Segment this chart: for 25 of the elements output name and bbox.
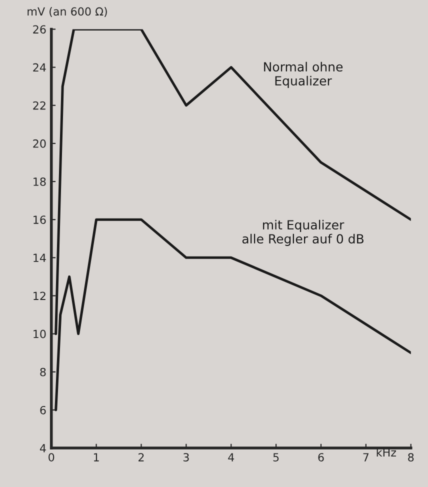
y-tick-label: 8	[40, 368, 46, 376]
series-label: mit Equalizer alle Regler auf 0 dB	[242, 220, 364, 246]
x-axis-title: kHz	[376, 448, 396, 456]
y-tick-label: 18	[34, 177, 46, 186]
y-tick-label: 20	[33, 139, 46, 148]
x-tick-label: 6	[318, 453, 324, 462]
y-tick-label: 24	[33, 63, 46, 72]
y-tick-label: 12	[34, 292, 46, 300]
series-label: Normal ohne Equalizer	[264, 62, 343, 88]
x-tick-label: 7	[363, 453, 369, 462]
x-tick-label: 0	[48, 453, 54, 462]
x-tick-label: 5	[273, 453, 279, 462]
y-tick-label: 6	[40, 406, 46, 414]
y-tick-label: 4	[40, 444, 46, 452]
y-axis-title: mV (an 600 Ω)	[28, 7, 107, 17]
y-tick-label: 22	[33, 101, 46, 110]
y-tick-label: 16	[34, 216, 46, 224]
x-tick-label: 1	[94, 453, 99, 462]
x-tick-label: 3	[183, 453, 189, 462]
x-tick-label: 8	[408, 453, 414, 462]
y-tick-label: 26	[33, 25, 46, 34]
x-tick-label: 2	[138, 453, 144, 462]
y-tick-label: 10	[34, 330, 46, 338]
x-tick-label: 4	[228, 453, 234, 462]
y-tick-label: 14	[34, 254, 46, 262]
